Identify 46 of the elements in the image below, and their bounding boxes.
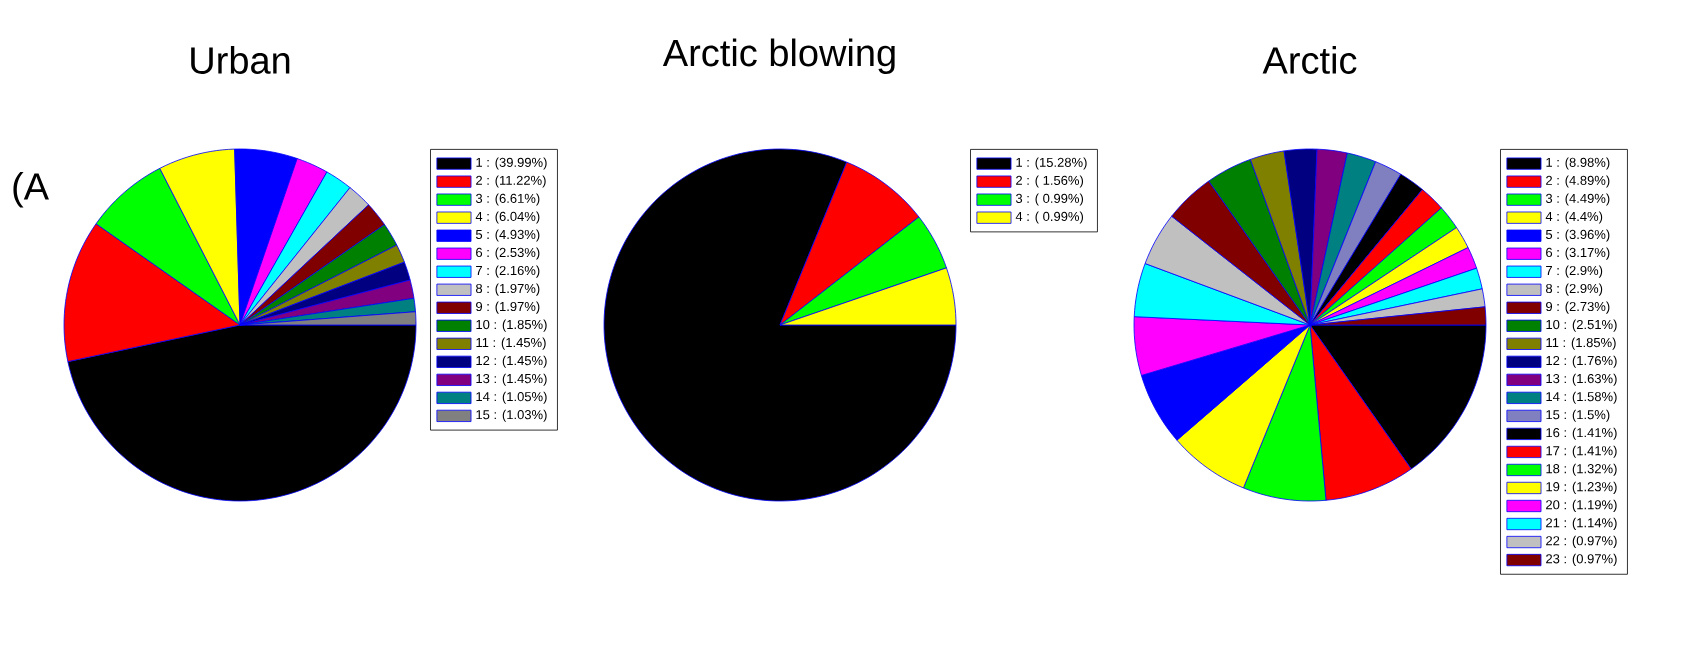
- legend-label: 20 : (1.19%): [1546, 499, 1617, 512]
- legend-label: 15 : (1.03%): [476, 409, 547, 422]
- legend-label: 4 : (4.4%): [1545, 211, 1603, 224]
- legend-label: 7 : (2.9%): [1546, 265, 1603, 278]
- legend-label: 9 : (1.97%): [476, 301, 540, 314]
- legend-label: 1 : (8.98%): [1546, 157, 1610, 170]
- legend-label: 23 : (0.97%): [1546, 553, 1617, 566]
- legend-label: 16 : (1.41%): [1546, 427, 1617, 440]
- legend-label: 9 : (2.73%): [1546, 301, 1610, 314]
- legend-label: 10 : (1.85%): [476, 319, 547, 332]
- legend-label: 4 : ( 0.99%): [1015, 211, 1084, 224]
- legend-label: 15 : (1.5%): [1546, 409, 1610, 422]
- legend-label: 18 : (1.32%): [1546, 463, 1617, 476]
- legend-label: 17 : (1.41%): [1546, 445, 1617, 458]
- chart-title: Urban: [191, 46, 290, 74]
- text: (A: [13, 172, 49, 208]
- legend-label: 21 : (1.14%): [1546, 517, 1617, 530]
- legend-label: 8 : (1.97%): [476, 283, 540, 296]
- legend-label: 2 : (11.22%): [476, 175, 546, 188]
- legend-label: 10 : (2.51%): [1546, 319, 1617, 332]
- legend-label: 6 : (2.53%): [476, 247, 540, 260]
- legend-label: 14 : (1.58%): [1546, 391, 1617, 404]
- legend-label: 3 : ( 0.99%): [1015, 193, 1084, 206]
- legend-label: 2 : (4.89%): [1546, 175, 1610, 188]
- legend-label: 11 : (1.85%): [1546, 337, 1616, 350]
- legend-label: 11 : (1.45%): [476, 337, 546, 350]
- legend-label: 14 : (1.05%): [476, 391, 547, 404]
- legend-label: 7 : (2.16%): [476, 265, 540, 278]
- legend-label: 13 : (1.63%): [1546, 373, 1617, 386]
- legend-label: 3 : (4.49%): [1545, 193, 1610, 206]
- legend-label: 5 : (4.93%): [475, 229, 540, 242]
- legend-label: 12 : (1.45%): [476, 355, 547, 368]
- legend-label: 8 : (2.9%): [1546, 283, 1603, 296]
- legend-label: 6 : (3.17%): [1546, 247, 1610, 260]
- legend-label: 3 : (6.61%): [475, 193, 540, 206]
- legend-label: 1 : (15.28%): [1016, 157, 1087, 170]
- legend-label: 13 : (1.45%): [476, 373, 547, 386]
- legend-label: 12 : (1.76%): [1546, 355, 1617, 368]
- chart-title: Arctic blowing: [662, 38, 895, 74]
- legend-label: 5 : (3.96%): [1545, 229, 1610, 242]
- legend-label: 4 : (6.04%): [475, 211, 540, 224]
- chart-title: Arctic: [1262, 46, 1357, 74]
- legend-label: 2 : ( 1.56%): [1016, 175, 1084, 188]
- legend-label: 19 : (1.23%): [1546, 481, 1617, 494]
- legend-label: 22 : (0.97%): [1546, 535, 1617, 548]
- legend-label: 1 : (39.99%): [476, 157, 547, 170]
